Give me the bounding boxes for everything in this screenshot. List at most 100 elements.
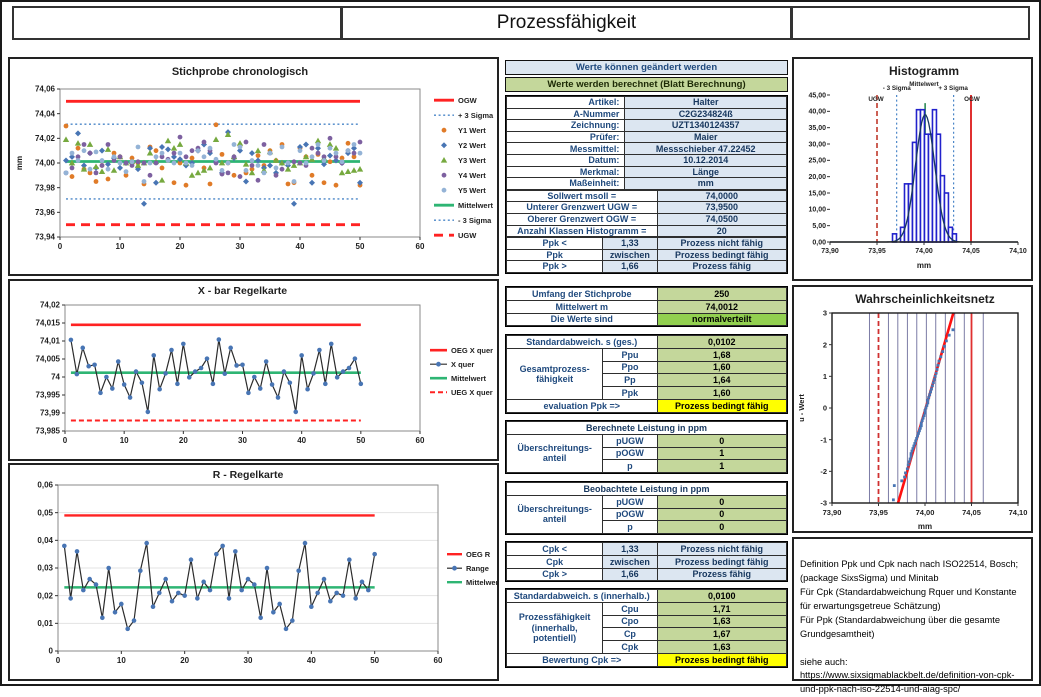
cpk-rule-result[interactable]: Prozess bedingt fähig <box>656 554 788 569</box>
ppm-value[interactable]: 0 <box>656 507 788 522</box>
cpk-rule-threshold[interactable]: zwischen <box>602 554 658 569</box>
limit-value[interactable]: 73,9500 <box>656 201 788 214</box>
banner-computed: Werte werden berechnet (Blatt Berechnung… <box>505 77 788 92</box>
sample-value[interactable]: normalverteilt <box>656 312 788 327</box>
info-label: Artikel: <box>505 96 626 109</box>
ppm-value[interactable]: 0 <box>656 520 788 535</box>
info-value[interactable]: 10.12.2014 <box>624 153 787 167</box>
ppm-key: pUGW <box>602 494 658 509</box>
svg-text:+ 3 Sigma: + 3 Sigma <box>938 85 968 92</box>
table-row: Beobachtete Leistung in ppm <box>506 482 787 496</box>
svg-text:10,00: 10,00 <box>808 207 826 214</box>
svg-text:73,90: 73,90 <box>823 508 842 517</box>
svg-text:74,10: 74,10 <box>1009 508 1028 517</box>
ppk-rule-result[interactable]: Prozess nicht fähig <box>656 237 788 250</box>
info-value[interactable]: Länge <box>624 165 787 179</box>
ppk-rule-threshold[interactable]: 1,66 <box>602 260 658 273</box>
info-value[interactable]: mm <box>624 177 787 190</box>
info-value[interactable]: UZT1340124357 <box>624 119 787 132</box>
limit-value[interactable]: 74,0000 <box>656 189 788 203</box>
svg-text:mm: mm <box>918 522 932 531</box>
info-value[interactable]: Halter <box>624 96 787 109</box>
ppk-rule-threshold[interactable]: 1,33 <box>602 237 658 250</box>
limit-label: Anzahl Klassen Histogramm = <box>506 224 658 238</box>
limit-label: Oberer Grenzwert OGW = <box>506 212 658 226</box>
cpk-rule-result[interactable]: Prozess fähig <box>656 567 788 582</box>
svg-text:73,96: 73,96 <box>35 208 56 217</box>
svg-text:OGW: OGW <box>964 96 980 103</box>
table-row: Cpk <1,33 Prozess nicht fähig <box>505 542 788 556</box>
info-value[interactable]: Maier <box>624 130 787 144</box>
index-value[interactable]: 1,63 <box>656 614 788 629</box>
histogram-panel: Histogramm 45,00 40,00 35,00 30,00 25,00 20,00… <box>792 57 1033 281</box>
info-label: Merkmal: <box>505 165 626 179</box>
svg-text:73,98: 73,98 <box>35 183 56 192</box>
r-chart[interactable]: R - Regelkarte 0,06 0,05 0,04 0,03 0,02 0,01 00… <box>10 465 501 679</box>
svg-text:73,99: 73,99 <box>40 409 61 418</box>
ppm-value[interactable]: 0 <box>656 433 787 448</box>
svg-text:0,01: 0,01 <box>37 619 53 628</box>
svg-text:20: 20 <box>180 656 189 665</box>
group-label: Überschreitungs- anteil <box>505 433 604 474</box>
xbar-chart[interactable]: X - bar Regelkarte 74,02 74,015 74,01 74,005… <box>10 281 497 459</box>
ppm-key: pOGW <box>602 446 658 461</box>
index-value[interactable]: 1,68 <box>656 347 788 362</box>
table-row: Überschreitungs- anteil pUGW 0 <box>505 494 788 535</box>
index-value[interactable]: 1,60 <box>656 386 788 400</box>
index-value[interactable]: 1,60 <box>656 360 788 375</box>
index-name: Cpk <box>602 640 658 654</box>
svg-text:-3: -3 <box>820 499 827 508</box>
probability-plot-chart[interactable]: Wahrscheinlichkeitsnetz 3 2 1 0 -1 -2 -373,90 73… <box>794 287 1031 531</box>
limit-value[interactable]: 20 <box>656 224 788 238</box>
svg-text:mm: mm <box>15 156 24 170</box>
sample-value[interactable]: 250 <box>656 287 788 301</box>
ppm-value[interactable]: 0 <box>656 494 788 509</box>
svg-text:15,00: 15,00 <box>808 190 826 197</box>
histogram-chart[interactable]: Histogramm 45,00 40,00 35,00 30,00 25,00 20,00… <box>794 59 1031 279</box>
info-label: Datum: <box>505 153 626 167</box>
sample-value[interactable]: 74,0012 <box>656 299 788 314</box>
sample-label: Mittelwert m <box>506 299 658 314</box>
svg-text:UGW: UGW <box>868 96 883 103</box>
svg-text:73,94: 73,94 <box>35 233 56 242</box>
svg-text:OGW: OGW <box>458 96 478 105</box>
sd-value[interactable]: 0,0102 <box>656 335 788 349</box>
index-value[interactable]: 1,71 <box>656 601 788 616</box>
info-value[interactable]: Messschieber 47.22452 <box>624 142 787 155</box>
ppk-rule-label: Ppk < <box>505 237 604 250</box>
ppm-value[interactable]: 1 <box>656 446 787 461</box>
probability-plot-panel: Wahrscheinlichkeitsnetz 3 2 1 0 -1 -2 -3 73,90 73… <box>792 285 1033 533</box>
svg-text:74,02: 74,02 <box>40 301 61 310</box>
svg-text:0: 0 <box>56 656 61 665</box>
table-row: Gesamtprozess- fähigkeit Ppu 1,68 <box>505 347 788 400</box>
cpk-rule-threshold[interactable]: 1,66 <box>602 567 658 582</box>
sd-value[interactable]: 0,0100 <box>656 589 788 603</box>
sample-label: Die Werte sind <box>506 312 658 327</box>
cpk-rule-result[interactable]: Prozess nicht fähig <box>656 542 788 556</box>
ppk-rule-result[interactable]: Prozess fähig <box>656 260 788 273</box>
info-value[interactable]: C2G234824ß <box>624 107 787 121</box>
eval-result[interactable]: Prozess bedingt fähig <box>656 652 788 667</box>
table-row: Merkmal: Länge <box>505 165 787 179</box>
ppk-rule-result[interactable]: Prozess bedingt fähig <box>656 248 788 262</box>
page-title: Prozessfähigkeit <box>341 6 792 40</box>
cpk-rule-label: Cpk > <box>505 567 604 582</box>
svg-text:Y4 Wert: Y4 Wert <box>458 171 486 180</box>
ppm-value[interactable]: 1 <box>656 459 787 474</box>
svg-text:20: 20 <box>179 436 188 445</box>
eval-result[interactable]: Prozess bedingt fähig <box>656 398 788 413</box>
svg-text:60: 60 <box>416 436 425 445</box>
banner-editable-text: Werte können geändert werden <box>575 62 718 73</box>
svg-text:Y2 Wert: Y2 Wert <box>458 141 486 150</box>
index-value[interactable]: 1,64 <box>656 373 788 388</box>
index-value[interactable]: 1,63 <box>656 640 788 654</box>
stichprobe-chart[interactable]: Stichprobe chronologisch 74,06 74,04 74,02 7… <box>10 59 497 274</box>
index-value[interactable]: 1,67 <box>656 627 788 642</box>
table-row: Standardabweich. s (ges.) 0,0102 <box>506 335 788 349</box>
limit-value[interactable]: 74,0500 <box>656 212 788 226</box>
svg-text:40: 40 <box>296 242 305 251</box>
ppk-rule-threshold[interactable]: zwischen <box>602 248 658 262</box>
info-label: Messmittel: <box>505 142 626 155</box>
svg-text:OEG X quer: OEG X quer <box>451 346 493 355</box>
cpk-rule-threshold[interactable]: 1,33 <box>602 542 658 556</box>
